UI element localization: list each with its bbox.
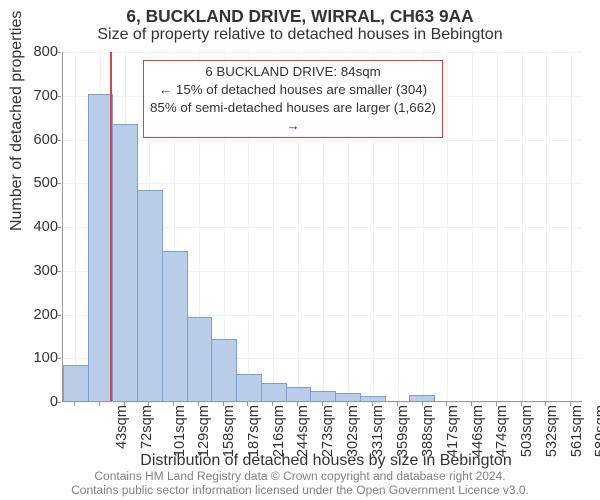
x-tick-label: 446sqm	[470, 405, 486, 457]
y-tick-mark	[57, 227, 61, 228]
histogram-bar	[112, 124, 138, 401]
x-tick-mark	[99, 402, 100, 406]
x-tick-mark	[422, 402, 423, 406]
x-tick-mark	[446, 402, 447, 406]
y-tick-label: 200	[18, 307, 58, 323]
histogram-bar	[63, 365, 89, 401]
x-tick-mark	[272, 402, 273, 406]
x-tick-label: 216sqm	[271, 405, 287, 457]
x-tick-mark	[297, 402, 298, 406]
y-tick-label: 400	[18, 219, 58, 235]
x-tick-mark	[223, 402, 224, 406]
histogram-bar	[335, 393, 361, 401]
x-tick-label: 72sqm	[139, 405, 155, 449]
x-tick-label: 244sqm	[296, 405, 312, 457]
annotation-box: 6 BUCKLAND DRIVE: 84sqm← 15% of detached…	[143, 60, 443, 138]
chart-container: { "title": "6, BUCKLAND DRIVE, WIRRAL, C…	[0, 0, 600, 500]
x-tick-label: 359sqm	[395, 405, 411, 457]
annotation-line: 6 BUCKLAND DRIVE: 84sqm	[150, 63, 436, 81]
x-tick-label: 532sqm	[544, 405, 560, 457]
y-tick-mark	[57, 96, 61, 97]
histogram-bar	[211, 339, 237, 401]
x-tick-mark	[521, 402, 522, 406]
x-tick-mark	[124, 402, 125, 406]
histogram-bar	[360, 396, 386, 401]
x-tick-mark	[372, 402, 373, 406]
y-tick-mark	[57, 315, 61, 316]
histogram-bar	[236, 374, 262, 401]
x-tick-label: 388sqm	[420, 405, 436, 457]
gridline-v	[75, 52, 76, 401]
y-tick-mark	[57, 52, 61, 53]
histogram-bar	[409, 395, 435, 401]
chart-title: 6, BUCKLAND DRIVE, WIRRAL, CH63 9AA	[0, 6, 600, 27]
x-tick-label: 101sqm	[172, 405, 188, 457]
gridline-v	[472, 52, 473, 401]
x-tick-label: 417sqm	[445, 405, 461, 457]
histogram-bar	[310, 391, 336, 401]
x-tick-label: 43sqm	[114, 405, 130, 449]
x-tick-label: 331sqm	[371, 405, 387, 457]
y-tick-mark	[57, 358, 61, 359]
x-tick-label: 474sqm	[494, 405, 510, 457]
x-tick-mark	[173, 402, 174, 406]
y-tick-label: 100	[18, 350, 58, 366]
annotation-line: ← 15% of detached houses are smaller (30…	[150, 81, 436, 99]
y-tick-label: 700	[18, 88, 58, 104]
y-tick-label: 0	[18, 394, 58, 410]
gridline-v	[571, 52, 572, 401]
y-tick-label: 600	[18, 132, 58, 148]
x-tick-mark	[198, 402, 199, 406]
chart-subtitle: Size of property relative to detached ho…	[0, 26, 600, 44]
x-tick-label: 158sqm	[221, 405, 237, 457]
x-tick-mark	[322, 402, 323, 406]
x-tick-mark	[148, 402, 149, 406]
subject-marker-line	[110, 52, 112, 401]
x-tick-label: 302sqm	[346, 405, 362, 457]
x-tick-mark	[496, 402, 497, 406]
x-tick-mark	[545, 402, 546, 406]
x-tick-label: 561sqm	[569, 405, 585, 457]
x-tick-mark	[570, 402, 571, 406]
x-tick-mark	[247, 402, 248, 406]
y-tick-label: 300	[18, 263, 58, 279]
x-tick-label: 273sqm	[321, 405, 337, 457]
x-tick-mark	[74, 402, 75, 406]
x-tick-label: 129sqm	[196, 405, 212, 457]
footer-line: Contains public sector information licen…	[0, 483, 600, 497]
y-tick-label: 500	[18, 175, 58, 191]
plot-area: 6 BUCKLAND DRIVE: 84sqm← 15% of detached…	[62, 52, 582, 402]
histogram-bar	[286, 387, 312, 401]
x-tick-mark	[471, 402, 472, 406]
y-tick-label: 800	[18, 44, 58, 60]
histogram-bar	[187, 317, 213, 401]
footer-line: Contains HM Land Registry data © Crown c…	[0, 469, 600, 483]
histogram-bar	[137, 190, 163, 401]
x-tick-mark	[347, 402, 348, 406]
y-tick-mark	[57, 183, 61, 184]
y-tick-mark	[57, 402, 61, 403]
y-tick-mark	[57, 271, 61, 272]
gridline-v	[497, 52, 498, 401]
y-tick-mark	[57, 140, 61, 141]
chart-footer: Contains HM Land Registry data © Crown c…	[0, 469, 600, 497]
annotation-line: 85% of semi-detached houses are larger (…	[150, 99, 436, 135]
x-tick-label: 589sqm	[593, 405, 600, 457]
histogram-bar	[261, 383, 287, 402]
gridline-v	[546, 52, 547, 401]
x-tick-label: 503sqm	[519, 405, 535, 457]
x-tick-label: 187sqm	[246, 405, 262, 457]
histogram-bar	[162, 251, 188, 401]
gridline-v	[522, 52, 523, 401]
x-tick-mark	[397, 402, 398, 406]
gridline-v	[447, 52, 448, 401]
